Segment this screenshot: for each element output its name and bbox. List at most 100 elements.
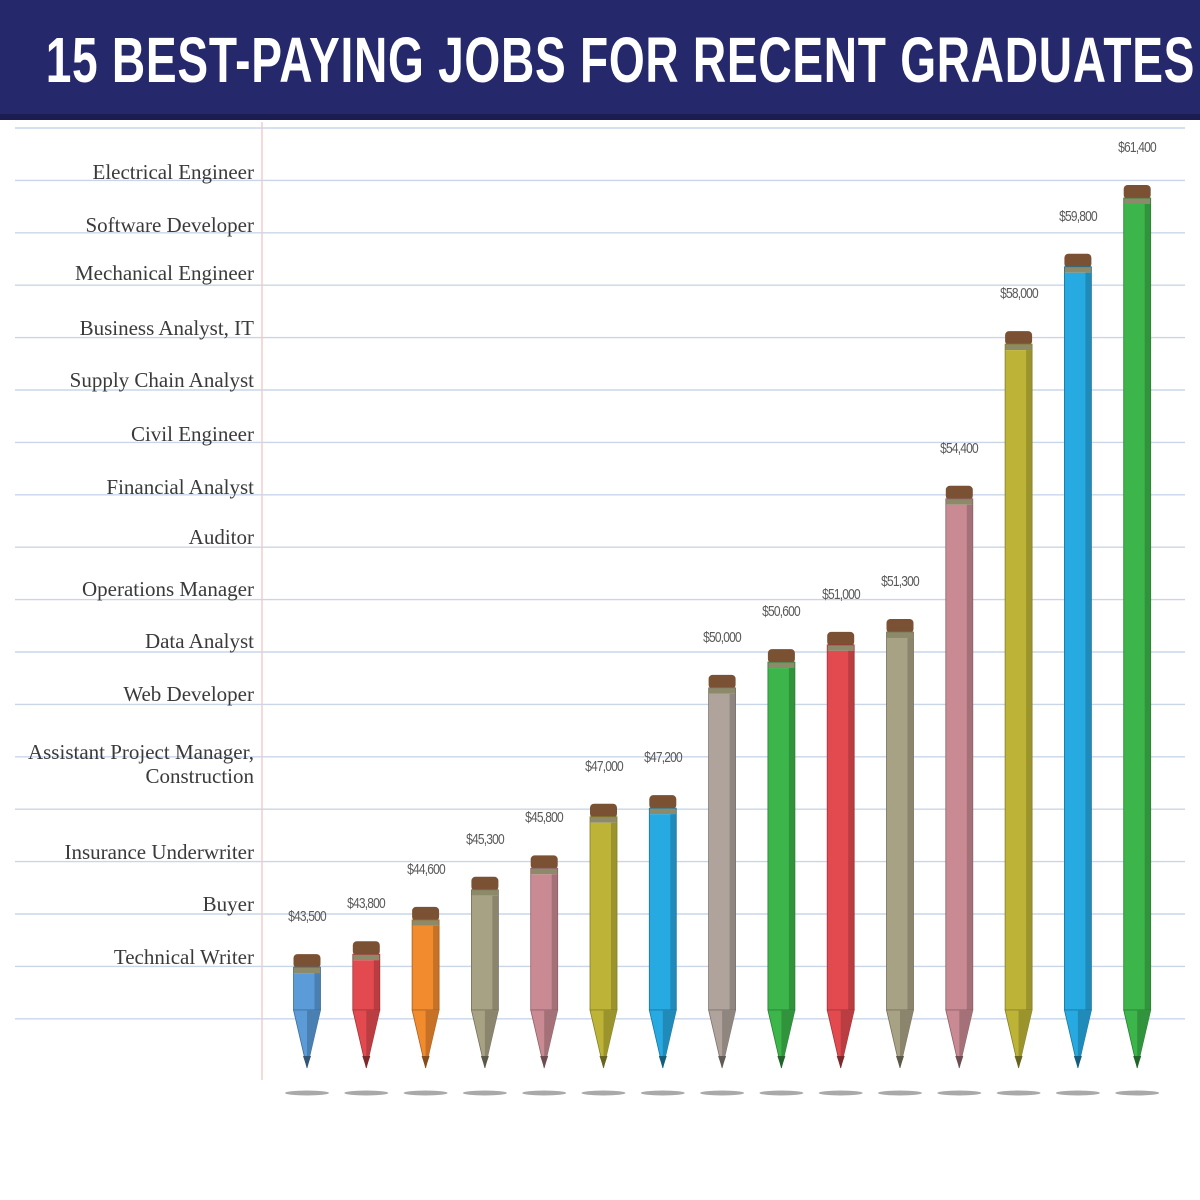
value-label: $54,400 xyxy=(940,439,979,457)
category-label: Web Developer xyxy=(123,682,254,706)
category-label: Buyer xyxy=(202,892,254,916)
pencil-ferrule xyxy=(886,631,914,638)
banner-edge xyxy=(0,114,1200,120)
pencil-shadow xyxy=(462,1090,507,1096)
pencil-body-shade xyxy=(551,874,558,1010)
pencil-lead xyxy=(1014,1056,1023,1068)
pencil-body-shade xyxy=(966,504,973,1010)
pencil-tip-shade xyxy=(544,1010,558,1068)
pencil-eraser xyxy=(827,631,855,646)
pencil-lead xyxy=(718,1056,727,1068)
pencil-tip-shade xyxy=(1018,1010,1033,1068)
pencil-tip-shade xyxy=(840,1010,855,1068)
pencil-tip-shade xyxy=(1137,1010,1151,1068)
pencil-ferrule xyxy=(1064,266,1092,273)
pencil-ferrule xyxy=(530,868,558,875)
pencil-body-shade xyxy=(907,637,914,1010)
value-label: $43,800 xyxy=(347,895,386,913)
pencil-lead xyxy=(955,1056,964,1068)
pencil-body-shade xyxy=(1144,204,1151,1010)
pencil-body-shade xyxy=(1026,350,1033,1010)
pencil-lead xyxy=(303,1056,311,1068)
value-label: $59,800 xyxy=(1058,207,1098,225)
pencil-tip-shade xyxy=(307,1010,321,1068)
pencil-tip-shade xyxy=(959,1010,973,1068)
pencil-lead xyxy=(540,1056,549,1068)
chart-title: 15 BEST-PAYING JOBS FOR RECENT GRADUATES xyxy=(45,24,1196,96)
category-label: Insurance Underwriter xyxy=(64,840,255,864)
pencil-body-shade xyxy=(848,650,855,1010)
pencil-tip-shade xyxy=(722,1010,736,1068)
pencil-lead xyxy=(896,1056,904,1068)
pencil-eraser xyxy=(886,618,914,633)
value-label: $51,300 xyxy=(881,572,920,590)
pencil-body-shade xyxy=(788,668,795,1010)
pencil-shadow xyxy=(640,1090,685,1096)
pencil-body-shade xyxy=(729,693,736,1010)
pencil-lead xyxy=(480,1056,489,1068)
pencil-eraser xyxy=(945,485,973,500)
pencil-eraser xyxy=(649,795,677,810)
pencil-tip-shade xyxy=(781,1010,795,1068)
category-label: Financial Analyst xyxy=(106,475,254,499)
category-label: Operations Manager xyxy=(81,577,254,601)
pencil-lead xyxy=(362,1056,371,1068)
pencil-shadow xyxy=(759,1090,804,1096)
pencil-shadow xyxy=(403,1090,448,1096)
category-label: Supply Chain Analyst xyxy=(69,368,254,392)
pencil-ferrule xyxy=(471,889,499,896)
value-label: $44,600 xyxy=(406,860,446,878)
pencil-shadow xyxy=(1055,1090,1100,1096)
pencil-eraser xyxy=(412,906,440,921)
value-label: $50,000 xyxy=(703,628,742,646)
title-banner xyxy=(0,0,1200,120)
pencil-ferrule xyxy=(1005,344,1033,351)
pencil-eraser xyxy=(767,649,795,664)
pencil-body-shade xyxy=(1085,272,1092,1010)
pencil-eraser xyxy=(1123,185,1151,199)
pencil-lead xyxy=(1133,1056,1142,1068)
pencil-tip-shade xyxy=(1077,1010,1092,1068)
category-label: Civil Engineer xyxy=(130,422,254,446)
pencil-eraser xyxy=(1005,331,1033,346)
category-label: Technical Writer xyxy=(113,945,254,969)
pencil-tip-shade xyxy=(662,1010,677,1068)
pencil-ferrule xyxy=(590,816,617,823)
pencil-tip-shade xyxy=(900,1010,914,1068)
value-label: $58,000 xyxy=(999,285,1039,303)
pencil-ferrule xyxy=(352,954,380,961)
pencil-shadow xyxy=(818,1090,863,1096)
pencil-lead xyxy=(599,1056,608,1068)
category-label: Electrical Engineer xyxy=(92,160,255,184)
pencil-ferrule xyxy=(412,919,440,926)
pencil-shadow xyxy=(937,1090,982,1096)
pencil-shadow xyxy=(1115,1090,1160,1096)
pencil-eraser xyxy=(293,954,321,969)
pencil-shadow xyxy=(700,1090,745,1096)
pencil-ferrule xyxy=(293,967,321,974)
value-label: $51,000 xyxy=(821,585,861,603)
category-label: Auditor xyxy=(188,525,254,549)
pencil-shadow xyxy=(285,1090,329,1096)
pencil-ferrule xyxy=(649,808,677,815)
pencil-eraser xyxy=(471,876,499,891)
pencil-lead xyxy=(658,1056,667,1068)
value-label: $45,800 xyxy=(525,809,564,827)
value-label: $50,600 xyxy=(762,603,801,621)
value-label: $43,500 xyxy=(288,908,327,926)
value-label: $45,300 xyxy=(465,830,505,848)
pencil-body-shade xyxy=(373,960,380,1010)
pencil-body-shade xyxy=(314,973,321,1010)
pencil-body-shade xyxy=(670,814,677,1010)
category-label: Data Analyst xyxy=(144,629,254,653)
category-label: Assistant Project Manager, Construction xyxy=(27,740,254,788)
pencil-tip-shade xyxy=(425,1010,440,1068)
pencil-shadow xyxy=(878,1090,922,1096)
category-label: Business Analyst, IT xyxy=(79,316,254,340)
pencil-eraser xyxy=(708,674,736,689)
pencil-lead xyxy=(777,1056,786,1068)
pencil-tip-shade xyxy=(603,1010,617,1068)
value-label: $61,400 xyxy=(1118,139,1157,156)
pencil-eraser xyxy=(352,941,380,956)
